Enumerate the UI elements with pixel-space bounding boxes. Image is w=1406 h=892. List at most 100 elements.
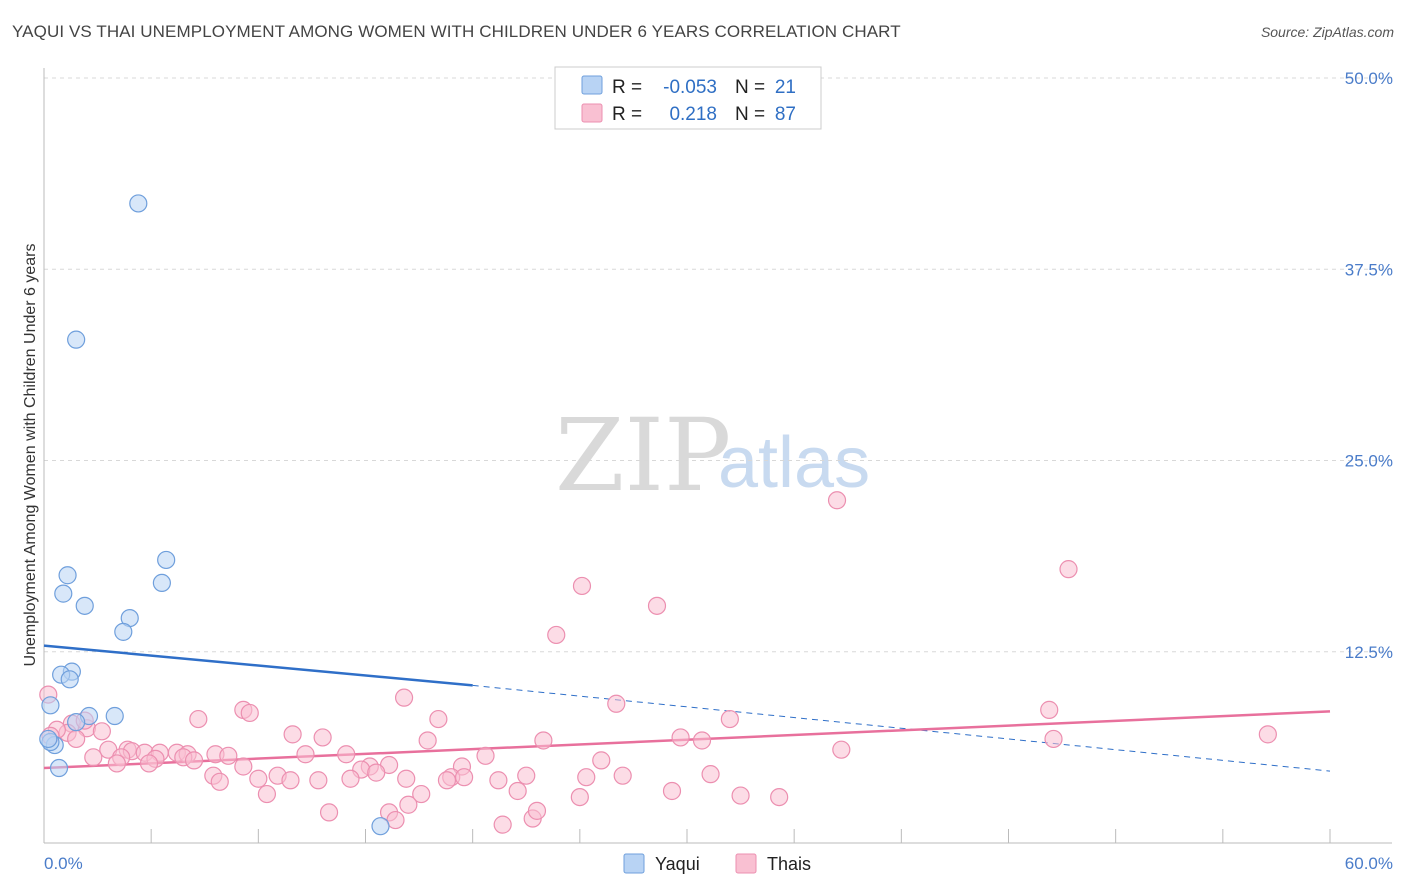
source-label: Source: ZipAtlas.com xyxy=(1260,24,1394,40)
thai-point xyxy=(412,784,431,804)
yaqui-point xyxy=(67,713,86,732)
yaqui-point xyxy=(60,670,79,689)
thai-point xyxy=(720,709,739,729)
thai-point xyxy=(337,745,356,764)
thai-point xyxy=(257,784,277,804)
thai-point xyxy=(139,754,159,773)
legend-r-value-2: 0.218 xyxy=(669,104,717,125)
yaqui-point xyxy=(152,573,171,593)
gridlines xyxy=(44,77,1392,653)
yaqui-point xyxy=(75,596,94,615)
legend-n-label-1: N = xyxy=(735,77,765,98)
thai-point xyxy=(184,751,204,770)
thai-point xyxy=(493,815,512,834)
yaqui-point xyxy=(49,758,69,778)
watermark-zip: ZIP xyxy=(555,397,731,514)
yaqui-point xyxy=(114,622,133,641)
thai-point xyxy=(701,765,720,784)
axes: 12.5% 25.0% 37.5% 50.0% 0.0% 60.0% xyxy=(43,68,1393,873)
yaqui-point xyxy=(105,706,124,726)
thai-point xyxy=(476,746,495,765)
chart-title: YAQUI VS THAI UNEMPLOYMENT AMONG WOMEN W… xyxy=(12,22,901,41)
legend-swatch-yaqui xyxy=(581,75,603,95)
thai-point xyxy=(692,731,712,750)
yaqui-trend-line xyxy=(43,644,473,687)
thai-point xyxy=(832,740,851,759)
thai-point xyxy=(399,795,418,814)
thai-point xyxy=(107,754,126,773)
thai-point xyxy=(341,769,360,788)
bottom-legend-swatch-yaqui xyxy=(623,853,645,874)
thai-point xyxy=(313,728,332,747)
thai-point xyxy=(92,722,111,741)
thai-point xyxy=(249,769,268,788)
thai-point xyxy=(454,768,474,787)
thai-point xyxy=(429,709,448,729)
thai-point xyxy=(319,803,339,822)
legend: R = -0.053 N = 21 R = 0.218 N = 87 xyxy=(554,66,822,130)
thai-point xyxy=(367,763,386,782)
thai-point xyxy=(671,728,690,747)
x-tick-label: 0.0% xyxy=(44,854,83,873)
y-tick-label: 37.5% xyxy=(1345,260,1393,279)
legend-r-value-1: -0.053 xyxy=(663,77,717,98)
thai-point xyxy=(189,709,208,729)
thai-point xyxy=(281,771,300,790)
thai-point xyxy=(508,781,527,801)
thai-point xyxy=(418,731,437,750)
thai-point xyxy=(731,786,750,805)
y-tick-label: 50.0% xyxy=(1345,69,1393,88)
watermark-atlas: atlas xyxy=(718,423,870,503)
thai-point xyxy=(1044,729,1063,749)
thai-point xyxy=(613,766,632,785)
thai-point xyxy=(592,751,611,770)
thai-point xyxy=(283,725,302,744)
yaqui-point xyxy=(157,550,176,570)
legend-swatch-thais xyxy=(581,103,603,123)
y-axis-label: Unemployment Among Women with Children U… xyxy=(22,243,39,666)
thai-point xyxy=(572,576,592,596)
thai-point xyxy=(662,781,682,801)
thai-point xyxy=(534,731,553,750)
data-points xyxy=(39,194,1277,836)
thai-point xyxy=(240,703,259,723)
thai-point xyxy=(570,787,589,807)
thai-point xyxy=(67,729,86,749)
thai-point xyxy=(437,771,457,790)
yaqui-point xyxy=(129,194,148,213)
thai-point xyxy=(84,748,103,767)
y-tick-label: 25.0% xyxy=(1345,452,1393,471)
thai-point xyxy=(827,491,847,510)
bottom-legend-thais: Thais xyxy=(767,854,811,874)
legend-n-label-2: N = xyxy=(735,104,765,125)
thai-point xyxy=(547,625,566,645)
x-tick-label: 60.0% xyxy=(1345,854,1393,873)
yaqui-point xyxy=(371,817,390,836)
yaqui-point xyxy=(54,584,73,603)
legend-n-value-2: 87 xyxy=(775,104,796,125)
thai-point xyxy=(647,596,667,615)
thai-point xyxy=(1258,725,1277,744)
thai-point xyxy=(234,757,253,776)
thai-point xyxy=(607,694,626,713)
thai-point xyxy=(296,745,315,764)
yaqui-point xyxy=(41,696,60,715)
thai-point xyxy=(577,768,596,787)
thai-point xyxy=(527,801,547,820)
yaqui-point xyxy=(39,729,58,749)
thai-point xyxy=(517,766,536,785)
y-tick-label: 12.5% xyxy=(1345,643,1393,662)
thai-point xyxy=(1040,700,1059,719)
legend-n-value-1: 21 xyxy=(775,77,796,98)
thai-point xyxy=(210,772,229,791)
thai-point xyxy=(219,746,238,765)
yaqui-point xyxy=(58,566,77,585)
bottom-legend-swatch-thais xyxy=(735,853,757,874)
legend-r-label-1: R = xyxy=(612,77,642,98)
thai-point xyxy=(770,787,789,807)
thai-point xyxy=(1059,560,1078,579)
thai-point xyxy=(309,771,328,790)
thai-point xyxy=(489,771,508,790)
thai-point xyxy=(394,688,414,707)
